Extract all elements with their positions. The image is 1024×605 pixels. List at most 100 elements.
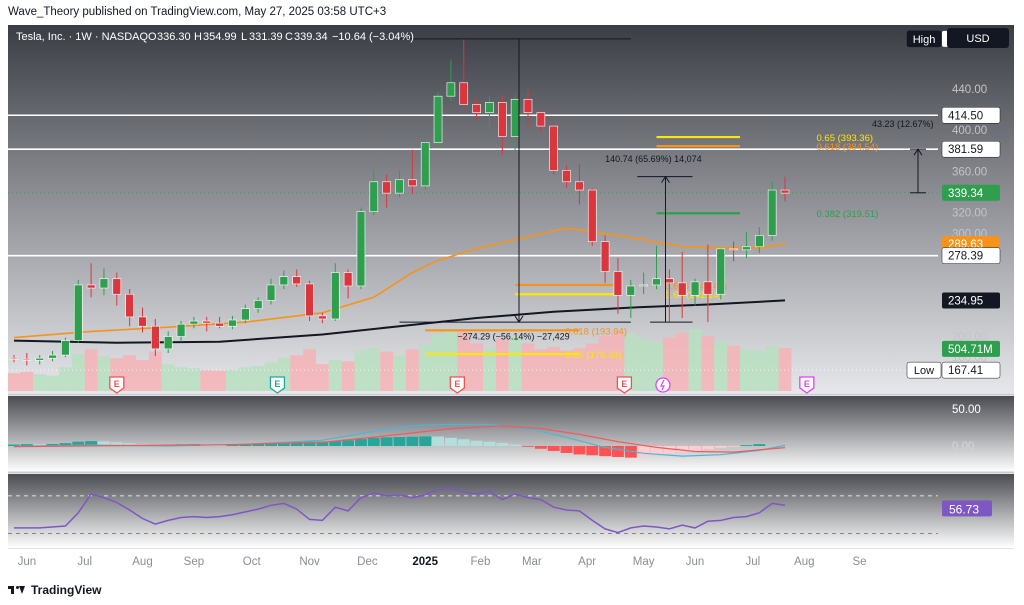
macd-histogram-bar xyxy=(714,446,727,448)
chart-canvas[interactable]: 0.65 (393.36)0.618 (384.54) 0.382 (319.51… xyxy=(8,25,1014,573)
candle-body[interactable] xyxy=(626,285,636,296)
candle-body[interactable] xyxy=(485,102,494,113)
candle-body[interactable] xyxy=(279,276,289,286)
earnings-marker-icon[interactable] xyxy=(449,376,465,394)
candle-body[interactable] xyxy=(112,278,122,295)
candle-body[interactable] xyxy=(215,322,224,327)
earnings-marker-icon[interactable] xyxy=(269,376,286,394)
candle-body[interactable] xyxy=(369,181,379,213)
candle-body[interactable] xyxy=(241,308,250,321)
candle-body[interactable] xyxy=(73,284,83,341)
candle-body[interactable] xyxy=(510,98,520,137)
candle-body[interactable] xyxy=(729,248,738,251)
candle-body[interactable] xyxy=(35,357,45,361)
candle-body[interactable] xyxy=(99,278,109,289)
macd-histogram-bar xyxy=(406,436,419,446)
candle-body[interactable] xyxy=(600,241,610,272)
candle-body[interactable] xyxy=(575,181,584,191)
candle-body[interactable] xyxy=(716,248,726,295)
candle-body[interactable] xyxy=(703,281,713,295)
candle-body[interactable] xyxy=(163,336,173,350)
price-label-box[interactable] xyxy=(941,247,1001,264)
legend-symbol[interactable]: Tesla, Inc. · 1W · NASDAQ xyxy=(16,31,148,43)
candle-body[interactable] xyxy=(330,272,340,320)
candle-body[interactable] xyxy=(176,323,186,337)
candle-body[interactable] xyxy=(767,189,777,236)
candle-body[interactable] xyxy=(356,211,366,287)
candle-body[interactable] xyxy=(497,102,507,137)
macd-histogram-bar xyxy=(432,436,444,446)
volume-bar xyxy=(483,348,496,391)
candle-body[interactable] xyxy=(665,278,674,284)
candle-body[interactable] xyxy=(202,320,212,324)
candle-body[interactable] xyxy=(266,284,276,301)
candle-body[interactable] xyxy=(613,271,623,296)
candle-body[interactable] xyxy=(189,320,199,325)
time-axis-tick: Se xyxy=(852,556,866,568)
earnings-marker-icon[interactable] xyxy=(616,376,633,394)
legend-l-label: L xyxy=(241,31,247,43)
candle-body[interactable] xyxy=(446,82,456,97)
rsi-line[interactable] xyxy=(14,487,786,534)
candle-body[interactable] xyxy=(305,283,314,317)
macd-histogram-bar xyxy=(496,442,509,446)
candle-body[interactable] xyxy=(420,142,430,187)
price-label-box[interactable] xyxy=(941,107,1001,124)
volume-bar xyxy=(598,336,612,391)
price-label-box[interactable] xyxy=(942,340,1000,357)
candle-body[interactable] xyxy=(459,82,469,105)
candle-body[interactable] xyxy=(652,278,661,286)
candle-body[interactable] xyxy=(433,95,443,143)
volume-bar xyxy=(71,354,85,391)
candle-body[interactable] xyxy=(780,189,790,194)
dividend-split-icon[interactable] xyxy=(655,377,671,393)
candle-body[interactable] xyxy=(292,276,302,285)
macd-signal-line[interactable] xyxy=(13,425,786,453)
candle-body[interactable] xyxy=(138,316,147,327)
candle-body[interactable] xyxy=(754,235,764,248)
candle-body[interactable] xyxy=(61,340,70,356)
horizontal-lines-layer xyxy=(8,114,938,371)
candle-body[interactable] xyxy=(549,125,559,171)
price-label-box[interactable] xyxy=(941,140,1001,158)
candle-body[interactable] xyxy=(318,315,327,320)
candle-body[interactable] xyxy=(48,354,57,359)
footer-brand[interactable]: TradingView xyxy=(8,583,101,597)
candle-body[interactable] xyxy=(408,179,417,187)
candle-body[interactable] xyxy=(742,246,751,251)
candle-body[interactable] xyxy=(253,300,263,309)
currency-button-label[interactable]: USD xyxy=(966,33,989,45)
currency-button[interactable] xyxy=(947,28,1009,48)
earnings-marker-icon[interactable] xyxy=(109,376,125,394)
candle-body[interactable] xyxy=(690,281,700,296)
candle-body[interactable] xyxy=(395,179,404,194)
price-label-box[interactable] xyxy=(942,292,1000,309)
candle-body[interactable] xyxy=(151,325,160,350)
candle-body[interactable] xyxy=(86,284,96,289)
candle-body[interactable] xyxy=(382,181,391,194)
candle-body[interactable] xyxy=(639,284,648,287)
price-axis-tick: 320.00 xyxy=(952,208,987,220)
measure-up-label: 140.74 (65.69%) 14,074 xyxy=(605,154,702,164)
candle-body[interactable] xyxy=(472,104,481,113)
candle-body[interactable] xyxy=(536,112,546,127)
volume-bar xyxy=(84,349,98,391)
earnings-marker-icon[interactable] xyxy=(799,376,815,394)
chart-frame[interactable]: 0.65 (393.36) 0.618 (384.54) 0.382 (319.51… xyxy=(8,25,1014,573)
candle-body[interactable] xyxy=(677,282,687,296)
price-label-box[interactable] xyxy=(942,184,1000,201)
drawing-tools-layer: −274.29 (−56.14%) −27,429 140.74 (65.69%)… xyxy=(399,38,934,342)
candle-body[interactable] xyxy=(125,293,134,318)
candle-body[interactable] xyxy=(22,358,32,361)
candle-body[interactable] xyxy=(587,189,597,242)
price-label-value: 234.95 xyxy=(948,295,983,307)
candle-body[interactable] xyxy=(562,170,571,183)
time-axis-tick: 2025 xyxy=(412,556,438,568)
candle-body[interactable] xyxy=(9,357,19,360)
candle-body[interactable] xyxy=(228,319,237,327)
volume-bar xyxy=(508,336,522,391)
candle-body[interactable] xyxy=(343,272,353,287)
candle-body[interactable] xyxy=(523,98,533,113)
price-label-box[interactable] xyxy=(941,361,1001,379)
